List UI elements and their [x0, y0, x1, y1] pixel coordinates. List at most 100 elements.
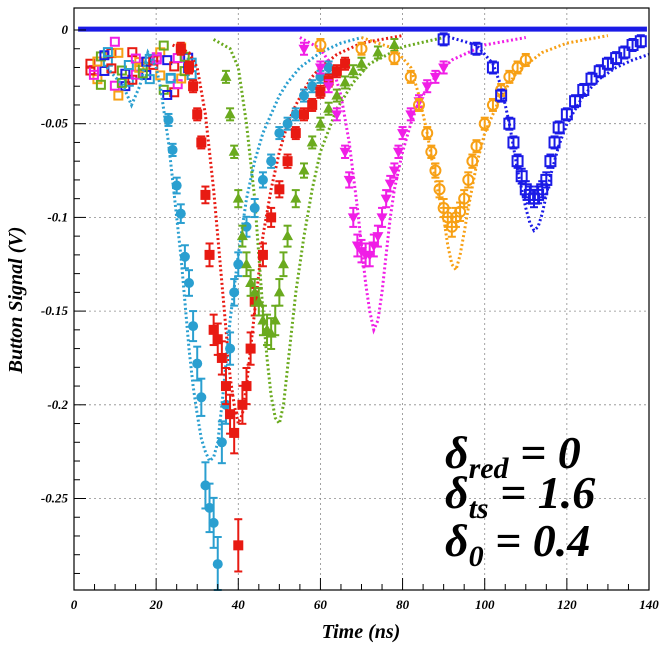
data-point: [241, 381, 252, 392]
x-tick-label: 0: [71, 597, 78, 612]
data-point: [331, 89, 343, 100]
data-point: [388, 52, 401, 65]
data-point: [282, 230, 294, 241]
data-point: [175, 208, 186, 219]
data-point: [486, 98, 499, 111]
data-point: [425, 145, 438, 158]
data-point: [257, 174, 268, 185]
data-point: [314, 63, 326, 74]
data-point: [171, 180, 182, 191]
annotation-line: δts = 1.6: [445, 467, 595, 525]
data-point: [315, 86, 326, 97]
baseline-marker: [109, 36, 120, 47]
data-point: [273, 286, 285, 297]
x-tick-label: 40: [231, 597, 246, 612]
data-point: [282, 156, 293, 167]
baseline-marker: [144, 74, 155, 85]
data-point: [462, 173, 475, 186]
data-point: [196, 137, 207, 148]
data-point: [466, 155, 479, 168]
data-point: [343, 175, 355, 186]
data-point: [331, 110, 343, 121]
data-point: [233, 540, 244, 551]
baseline-marker: [102, 47, 113, 58]
data-point: [184, 62, 194, 73]
data-point: [212, 334, 223, 345]
y-tick-label: -0.25: [41, 491, 69, 506]
data-point: [454, 205, 467, 218]
data-point: [167, 144, 178, 155]
data-point: [368, 241, 380, 252]
data-point: [421, 127, 434, 140]
data-point: [188, 81, 199, 92]
baseline-marker: [99, 65, 110, 76]
data-point: [384, 179, 396, 190]
data-point: [249, 203, 260, 214]
x-tick-label: 100: [475, 597, 495, 612]
data-point: [618, 46, 631, 59]
data-point: [290, 192, 302, 203]
data-point: [188, 321, 199, 332]
data-point: [299, 109, 309, 120]
data-point: [269, 314, 281, 325]
data-point: [515, 170, 528, 183]
data-point: [249, 286, 261, 297]
data-point: [323, 62, 334, 73]
data-point: [200, 189, 211, 200]
data-point: [192, 109, 203, 120]
data-point: [486, 61, 499, 74]
data-point: [340, 58, 351, 69]
baseline-marker: [109, 80, 120, 91]
data-point: [388, 166, 400, 177]
data-point: [266, 156, 277, 167]
y-tick-label: -0.05: [41, 116, 69, 131]
x-tick-label: 60: [314, 597, 328, 612]
data-point: [253, 295, 265, 306]
data-point: [470, 42, 483, 55]
data-point: [225, 343, 236, 354]
series-group: [298, 41, 450, 268]
data-point: [433, 183, 446, 196]
data-point: [216, 352, 227, 363]
data-point: [351, 241, 363, 252]
data-point: [540, 173, 553, 186]
x-tick-label: 140: [639, 597, 659, 612]
data-point: [245, 343, 256, 354]
series-group: [437, 32, 647, 209]
data-point: [314, 117, 326, 128]
data-point: [421, 82, 433, 93]
data-point: [220, 70, 232, 81]
data-point: [548, 136, 561, 149]
data-points: [163, 32, 647, 591]
data-point: [376, 213, 388, 224]
data-point: [392, 147, 404, 158]
data-point: [495, 89, 508, 102]
data-point: [429, 72, 441, 83]
data-point: [241, 221, 252, 232]
data-point: [404, 70, 417, 83]
data-point: [233, 259, 244, 270]
data-point: [356, 57, 367, 68]
data-point: [397, 129, 409, 140]
data-point: [372, 232, 384, 243]
data-point: [204, 502, 215, 513]
data-point: [277, 258, 289, 269]
data-point: [413, 98, 425, 111]
data-point: [405, 110, 417, 121]
data-point: [478, 117, 491, 130]
data-point: [372, 46, 384, 57]
x-axis-title: Time (ns): [322, 621, 401, 643]
data-point: [229, 287, 240, 298]
data-point: [569, 95, 582, 108]
data-point: [208, 324, 219, 335]
data-point: [225, 409, 236, 420]
baseline-marker: [155, 70, 166, 81]
data-point: [388, 38, 400, 49]
data-point: [507, 136, 520, 149]
data-point: [212, 559, 223, 570]
baseline-marker: [130, 53, 141, 64]
baseline-marker: [158, 40, 169, 51]
data-point: [560, 108, 573, 121]
data-point: [307, 81, 318, 92]
